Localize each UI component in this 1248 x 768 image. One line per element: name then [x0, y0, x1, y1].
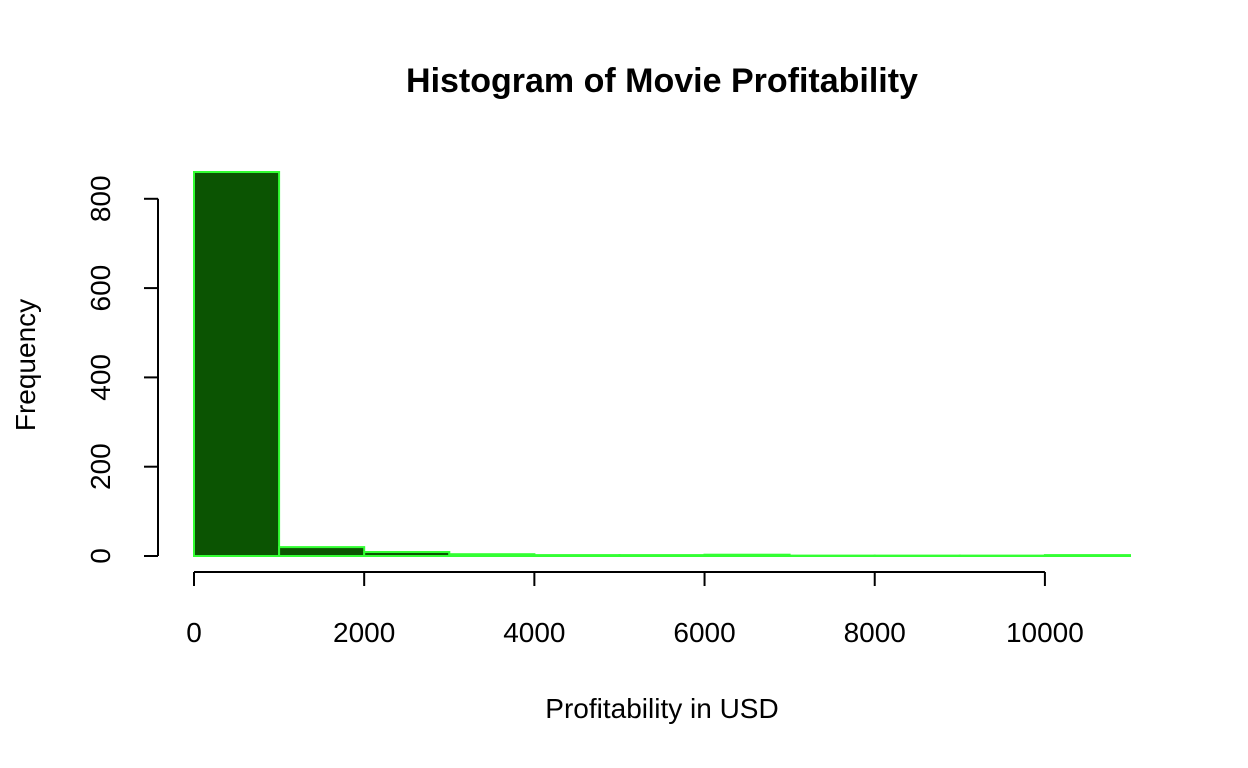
chart-title: Histogram of Movie Profitability — [406, 62, 918, 100]
y-tick-label: 800 — [85, 175, 116, 222]
x-axis-label: Profitability in USD — [545, 693, 778, 724]
y-axis: 0 200 400 600 800 — [85, 175, 159, 564]
histogram-bar-0 — [193, 171, 281, 557]
histogram-bar-5 — [618, 554, 706, 557]
x-tick-label: 0 — [186, 617, 202, 648]
histogram-bar-4 — [533, 554, 621, 557]
y-tick-label: 200 — [85, 443, 116, 490]
histogram-bar-1 — [278, 546, 366, 557]
histogram-bar-6 — [703, 553, 791, 558]
histogram-bar-3 — [448, 553, 536, 558]
histogram-bars — [193, 171, 1132, 558]
histogram-bar-10 — [1043, 554, 1132, 557]
x-tick-label: 8000 — [844, 617, 906, 648]
y-tick-label: 0 — [85, 548, 116, 564]
x-axis: 0 2000 4000 6000 8000 10000 — [186, 571, 1084, 648]
y-tick-label: 400 — [85, 354, 116, 401]
histogram-bar-2 — [363, 551, 451, 557]
y-tick-label: 600 — [85, 265, 116, 312]
x-tick-label: 4000 — [503, 617, 565, 648]
x-tick-label: 10000 — [1006, 617, 1084, 648]
x-tick-label: 6000 — [673, 617, 735, 648]
x-tick-label: 2000 — [333, 617, 395, 648]
y-axis-label: Frequency — [10, 299, 41, 431]
